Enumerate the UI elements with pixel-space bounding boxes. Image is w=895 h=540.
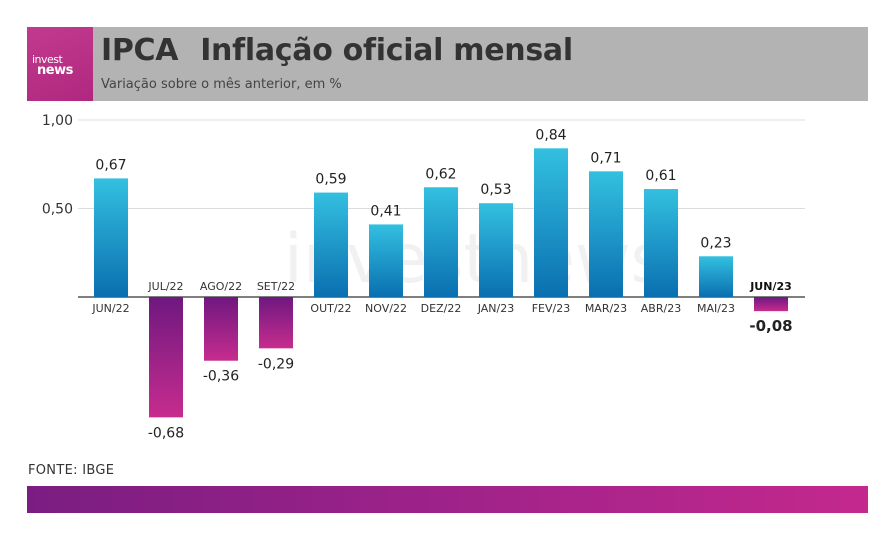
bar [589,171,623,297]
x-tick-label: ABR/23 [641,302,681,315]
x-tick-label: JUN/23 [749,280,792,293]
chart-header: invest news IPCA Inflação oficial mensal … [27,27,868,101]
x-tick-label: AGO/22 [200,280,242,293]
bar [259,297,293,349]
data-label: -0,08 [749,317,792,335]
bar [94,178,128,297]
title-rest: Inflação oficial mensal [200,33,573,68]
source-note: FONTE: IBGE [28,463,115,478]
bar [699,256,733,297]
chart-title: IPCA Inflação oficial mensal [101,33,573,68]
x-tick-label: MAI/23 [697,302,735,315]
x-tick-label: SET/22 [257,280,295,293]
y-tick-label: 1,00 [42,113,73,129]
data-label: 0,62 [425,166,456,182]
data-label: 0,67 [95,157,126,173]
data-label: 0,61 [645,168,676,184]
x-tick-label: NOV/22 [365,302,407,315]
logo-text-news: news [37,63,73,78]
bar [369,224,403,297]
investnews-logo: invest news [27,27,93,101]
bar [204,297,238,361]
bar [314,192,348,297]
bar [479,203,513,297]
x-tick-label: JUN/22 [91,302,129,315]
data-label: 0,53 [480,182,511,198]
bar [754,297,788,312]
data-label: 0,71 [590,150,621,166]
data-label: -0,29 [258,356,294,372]
x-tick-label: FEV/23 [532,302,571,315]
bar [534,148,568,297]
y-tick-label: 0,50 [42,202,73,218]
data-label: -0,36 [203,369,239,385]
x-tick-label: OUT/22 [310,302,351,315]
data-label: 0,84 [535,127,566,143]
x-tick-label: JAN/23 [477,302,515,315]
chart-subtitle: Variação sobre o mês anterior, em % [101,77,342,92]
data-label: -0,68 [148,425,184,441]
bar [424,187,458,297]
footer-bar [27,486,868,513]
data-label: 0,59 [315,172,346,188]
data-label: 0,41 [370,203,401,219]
bar [644,189,678,297]
x-tick-label: JUL/22 [147,280,183,293]
x-tick-label: MAR/23 [585,302,627,315]
logo-text-invest: invest [32,53,63,66]
title-main: IPCA [101,33,179,68]
data-label: 0,23 [700,235,731,251]
x-tick-label: DEZ/22 [421,302,462,315]
bar [149,297,183,418]
